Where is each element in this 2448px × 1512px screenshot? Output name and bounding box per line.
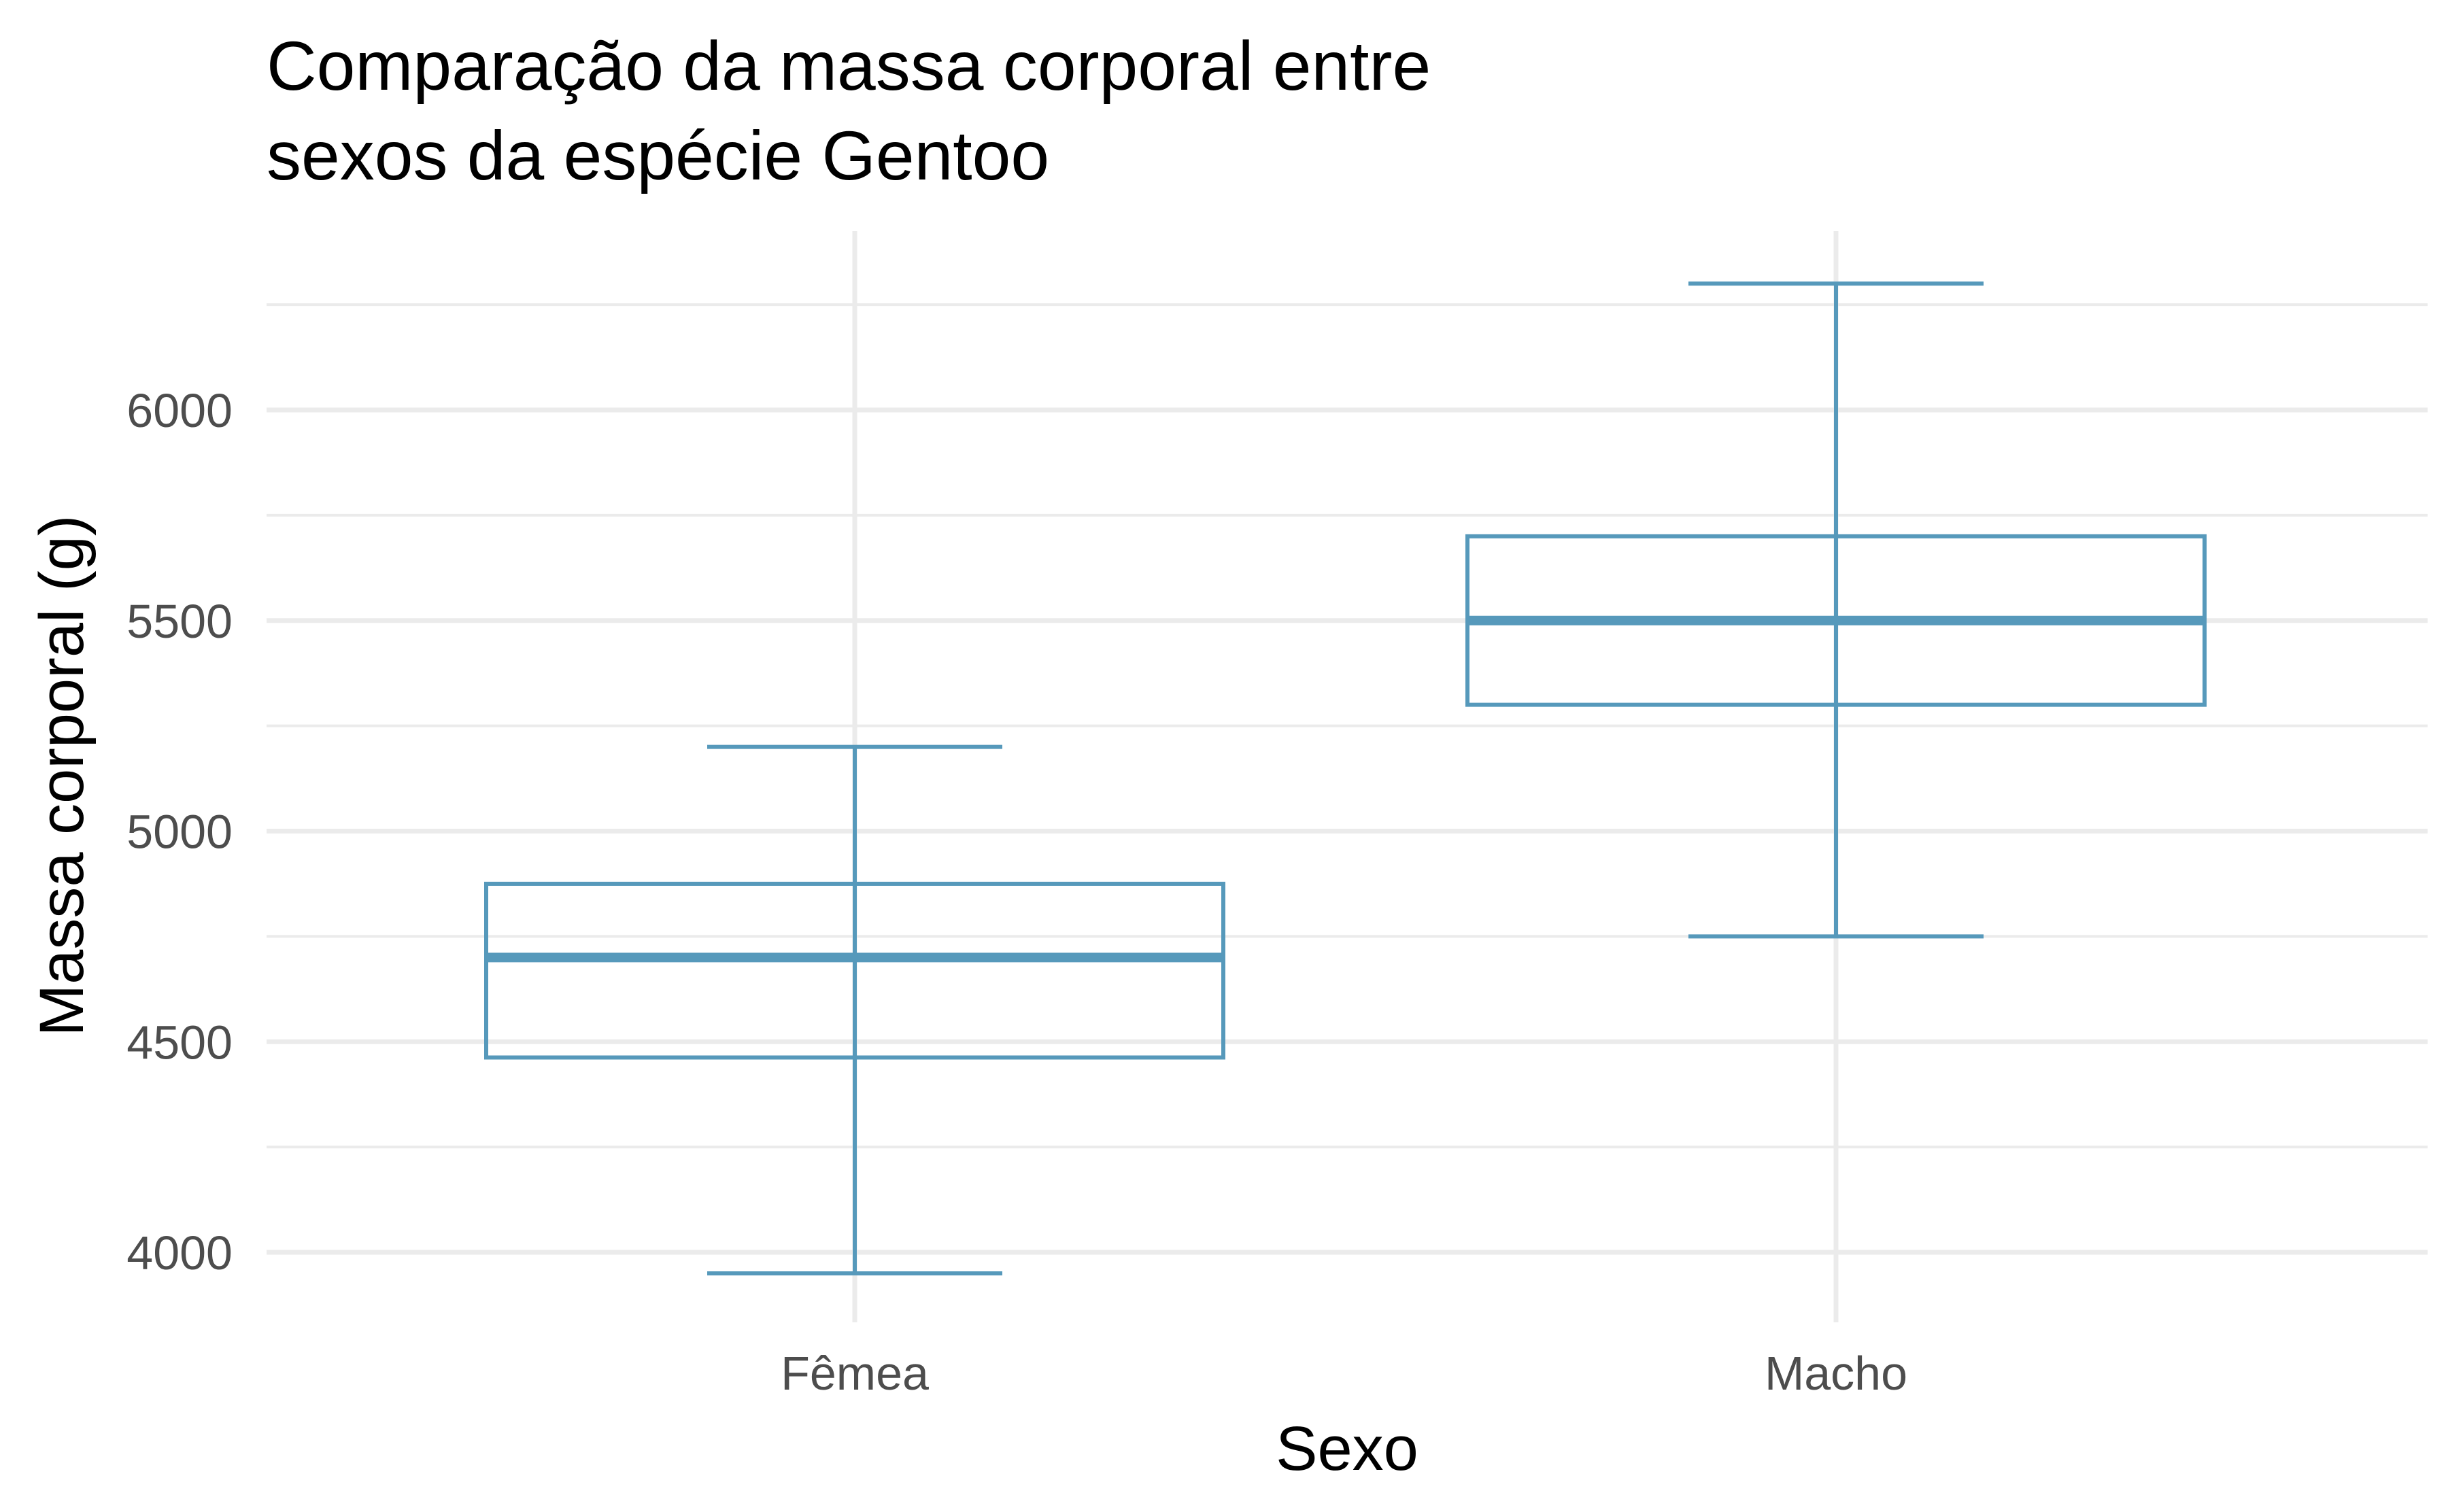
y-tick-label: 4500: [126, 1016, 233, 1069]
x-tick-label: Fêmea: [781, 1347, 929, 1400]
gridlines: [267, 231, 2428, 1322]
boxplots: [484, 281, 2207, 1275]
chart-title-line-2: sexos da espécie Gentoo: [267, 117, 1049, 194]
y-tick-label: 6000: [126, 384, 233, 437]
chart-title-line-1: Comparação da massa corporal entre: [267, 27, 1431, 105]
iqr-box: [484, 881, 1225, 1060]
x-tick-label: Macho: [1765, 1347, 1907, 1400]
boxplot-1: [1465, 281, 2207, 939]
y-tick-label: 4000: [126, 1226, 233, 1279]
y-axis-title: Massa corporal (g): [27, 515, 97, 1037]
y-axis-tick-labels: 4000 4500 5000 5500 6000: [126, 384, 233, 1279]
y-tick-label: 5000: [126, 806, 233, 859]
x-axis-tick-labels: Fêmea Macho: [781, 1347, 1907, 1400]
y-tick-label: 5500: [126, 595, 233, 648]
boxplot-0: [484, 744, 1225, 1275]
x-axis-title: Sexo: [1276, 1414, 1418, 1483]
